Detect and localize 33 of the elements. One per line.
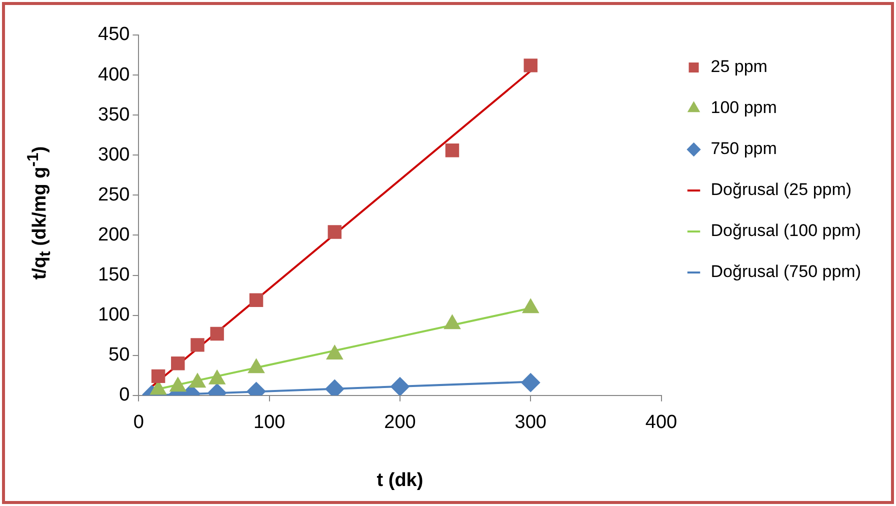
point <box>189 373 206 388</box>
point <box>524 58 538 72</box>
y-tick-label: 350 <box>98 104 130 126</box>
y-tick-label: 300 <box>98 144 130 166</box>
y-tick-label: 250 <box>98 184 130 206</box>
point <box>248 358 265 374</box>
legend-label: 100 ppm <box>710 98 777 118</box>
y-tick-label: 0 <box>119 384 130 406</box>
x-tick-label: 300 <box>514 412 546 434</box>
point <box>208 370 226 384</box>
legend-label: Doğrusal (750 ppm) <box>710 262 862 282</box>
y-tick-label: 200 <box>98 224 130 246</box>
x-tick-label: 200 <box>384 412 416 434</box>
x-tick-label: 0 <box>133 412 144 434</box>
y-tick-label: 450 <box>98 24 130 46</box>
point <box>444 314 461 330</box>
x-axis-title: t (dk) <box>376 470 424 491</box>
legend-label: 25 ppm <box>710 57 768 76</box>
x-tick-label: 100 <box>253 412 286 434</box>
legend-label: Doğrusal (100 ppm) <box>710 221 862 240</box>
y-tick-label: 100 <box>98 304 130 326</box>
point <box>522 298 539 314</box>
point <box>326 345 343 360</box>
point <box>249 293 264 307</box>
y-tick-label: 400 <box>98 64 130 86</box>
point <box>170 377 186 392</box>
legend-label: Doğrusal (25 ppm) <box>710 180 852 200</box>
y-tick-label: 150 <box>98 264 130 286</box>
point <box>445 143 460 158</box>
legend-label: 750 ppm <box>710 139 777 158</box>
x-tick-label: 400 <box>645 412 678 434</box>
point <box>328 225 342 239</box>
y-tick-label: 50 <box>108 344 130 366</box>
